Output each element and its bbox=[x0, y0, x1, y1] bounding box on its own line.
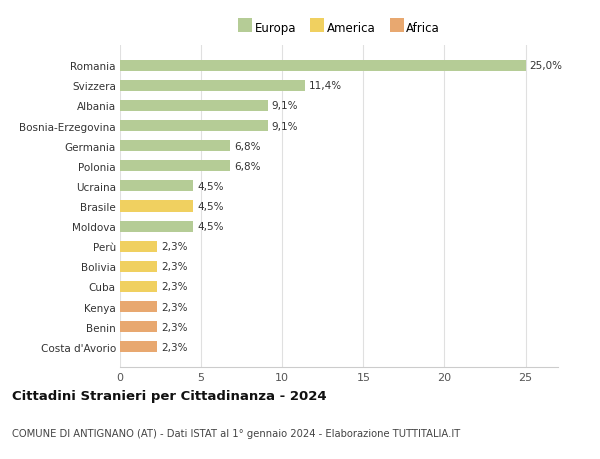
Text: COMUNE DI ANTIGNANO (AT) - Dati ISTAT al 1° gennaio 2024 - Elaborazione TUTTITAL: COMUNE DI ANTIGNANO (AT) - Dati ISTAT al… bbox=[12, 428, 460, 438]
Text: 4,5%: 4,5% bbox=[197, 181, 224, 191]
Text: 25,0%: 25,0% bbox=[530, 61, 563, 71]
Text: 11,4%: 11,4% bbox=[309, 81, 342, 91]
Text: 2,3%: 2,3% bbox=[161, 342, 188, 352]
Bar bbox=[120, 221, 193, 232]
Bar bbox=[120, 281, 157, 292]
Bar bbox=[120, 181, 193, 192]
Bar bbox=[120, 341, 157, 353]
Bar bbox=[120, 241, 157, 252]
Legend: Europa, America, Africa: Europa, America, Africa bbox=[236, 20, 442, 37]
Bar bbox=[120, 321, 157, 332]
Bar bbox=[120, 261, 157, 272]
Text: 2,3%: 2,3% bbox=[161, 242, 188, 252]
Bar bbox=[120, 101, 268, 112]
Text: 2,3%: 2,3% bbox=[161, 322, 188, 332]
Text: 6,8%: 6,8% bbox=[235, 162, 261, 171]
Bar bbox=[120, 141, 230, 152]
Text: 4,5%: 4,5% bbox=[197, 222, 224, 232]
Text: Cittadini Stranieri per Cittadinanza - 2024: Cittadini Stranieri per Cittadinanza - 2… bbox=[12, 389, 326, 403]
Bar bbox=[120, 161, 230, 172]
Text: 2,3%: 2,3% bbox=[161, 282, 188, 292]
Text: 9,1%: 9,1% bbox=[272, 101, 298, 111]
Bar bbox=[120, 121, 268, 132]
Bar bbox=[120, 302, 157, 313]
Text: 4,5%: 4,5% bbox=[197, 202, 224, 212]
Text: 6,8%: 6,8% bbox=[235, 141, 261, 151]
Bar bbox=[120, 81, 305, 92]
Bar bbox=[120, 61, 526, 72]
Text: 9,1%: 9,1% bbox=[272, 121, 298, 131]
Text: 2,3%: 2,3% bbox=[161, 302, 188, 312]
Bar bbox=[120, 201, 193, 212]
Text: 2,3%: 2,3% bbox=[161, 262, 188, 272]
